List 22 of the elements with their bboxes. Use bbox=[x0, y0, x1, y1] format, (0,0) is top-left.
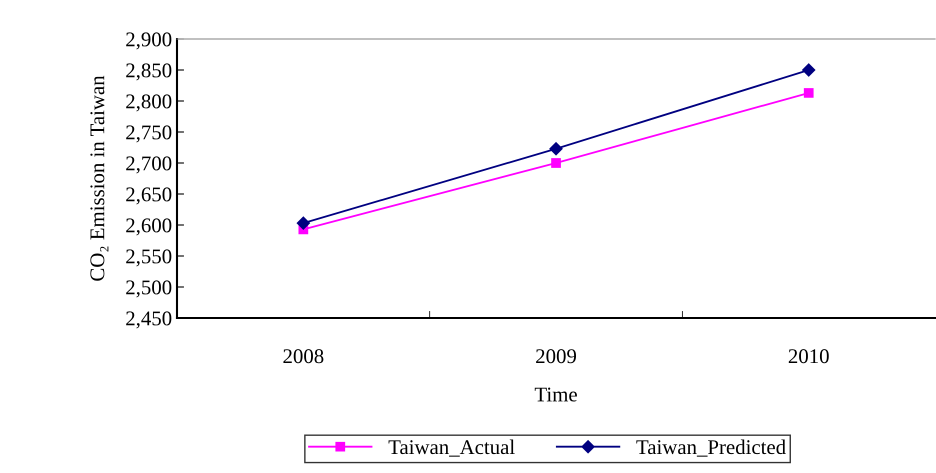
point bbox=[296, 216, 310, 230]
x-tick-label: 2009 bbox=[536, 349, 576, 364]
point bbox=[802, 63, 816, 77]
y-tick-label: 2,600 bbox=[126, 218, 172, 236]
point bbox=[551, 158, 561, 168]
point bbox=[804, 88, 814, 98]
y-tick-label: 2,900 bbox=[126, 32, 172, 50]
legend-label: Taiwan_Actual bbox=[388, 440, 515, 457]
y-tick-label: 2,450 bbox=[126, 311, 172, 328]
y-tick-label: 2,750 bbox=[126, 125, 172, 142]
y-axis-title: CO₂ Emission in Taiwan bbox=[90, 76, 108, 281]
y-tick-label: 2,500 bbox=[126, 280, 172, 298]
y-tick-label: 2,800 bbox=[126, 94, 172, 112]
x-axis-title: Time bbox=[534, 388, 577, 402]
point bbox=[549, 142, 563, 156]
x-tick-label: 2010 bbox=[788, 349, 829, 364]
y-tick-label: 2,550 bbox=[126, 249, 172, 266]
legend-label: Taiwan_Predicted bbox=[636, 440, 786, 457]
y-tick-label: 2,850 bbox=[126, 63, 172, 80]
x-tick-label: 2008 bbox=[283, 349, 324, 364]
y-tick-label: 2,650 bbox=[126, 187, 172, 204]
y-tick-label: 2,700 bbox=[126, 156, 172, 174]
